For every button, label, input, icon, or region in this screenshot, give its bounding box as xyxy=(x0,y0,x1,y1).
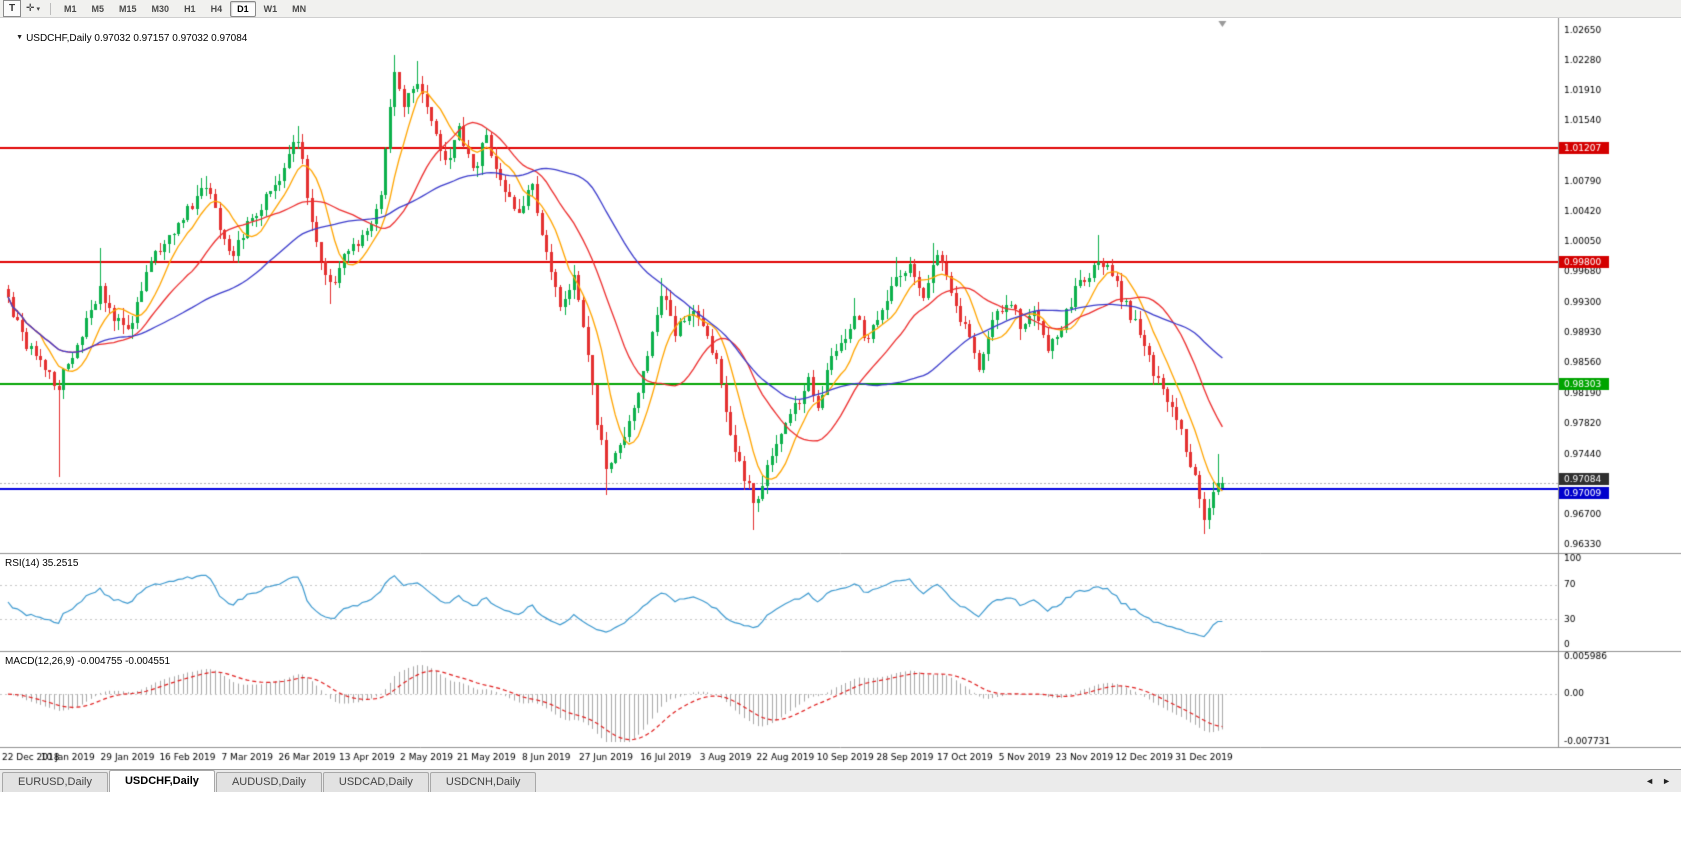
tab-eurusd-daily[interactable]: EURUSD,Daily xyxy=(2,772,108,792)
chart-tab-bar: EURUSD,Daily USDCHF,Daily AUDUSD,Daily U… xyxy=(0,769,1681,792)
chevron-down-icon: ▾ xyxy=(36,5,40,13)
timeframe-button-w1[interactable]: W1 xyxy=(263,3,278,14)
tab-scroll-right-button[interactable]: ► xyxy=(1662,776,1671,786)
chart-title: USDCHF,Daily 0.97032 0.97157 0.97032 0.9… xyxy=(26,33,248,44)
timeframe-button-m5[interactable]: M5 xyxy=(91,3,105,14)
rsi-indicator-label: RSI(14) 35.2515 xyxy=(5,558,79,569)
text-tool-icon: T xyxy=(8,3,16,14)
tab-scroll-left-button[interactable]: ◄ xyxy=(1645,776,1655,786)
price-chart-canvas[interactable] xyxy=(0,18,1681,769)
tab-usdcad-daily[interactable]: USDCAD,Daily xyxy=(322,772,429,792)
timeframe-button-m30[interactable]: M30 xyxy=(151,3,170,14)
macd-indicator-label: MACD(12,26,9) -0.004755 -0.004551 xyxy=(5,656,171,667)
text-tool-button[interactable]: T xyxy=(3,0,21,17)
timeframe-button-m15[interactable]: M15 xyxy=(119,3,137,14)
top-toolbar: T ✛ ▾ M1 M5 M15 M30 H1 H4 D1 W1 MN xyxy=(0,0,1681,18)
tab-audusd-daily[interactable]: AUDUSD,Daily xyxy=(215,772,322,792)
timeframe-button-m1[interactable]: M1 xyxy=(64,3,77,14)
chart-window: ▼ USDCHF,Daily 0.97032 0.97157 0.97032 0.… xyxy=(0,18,1681,769)
tab-scroll-buttons: ◄ ► xyxy=(1645,776,1679,786)
collapse-chart-icon[interactable]: ▼ xyxy=(16,34,24,41)
timeframe-button-h4[interactable]: H4 xyxy=(210,3,223,14)
toolbar-separator xyxy=(50,2,51,15)
chart-title-row: ▼ USDCHF,Daily 0.97032 0.97157 0.97032 0.… xyxy=(5,22,247,55)
timeframe-button-d1[interactable]: D1 xyxy=(230,0,256,17)
timeframe-button-mn[interactable]: MN xyxy=(292,3,307,14)
crosshair-icon: ✛ xyxy=(26,3,35,14)
tab-usdcnh-daily[interactable]: USDCNH,Daily xyxy=(429,772,537,792)
cursor-tool-button[interactable]: ✛ ▾ xyxy=(22,1,44,16)
tab-usdchf-daily[interactable]: USDCHF,Daily xyxy=(108,770,215,792)
timeframe-button-h1[interactable]: H1 xyxy=(184,3,196,14)
